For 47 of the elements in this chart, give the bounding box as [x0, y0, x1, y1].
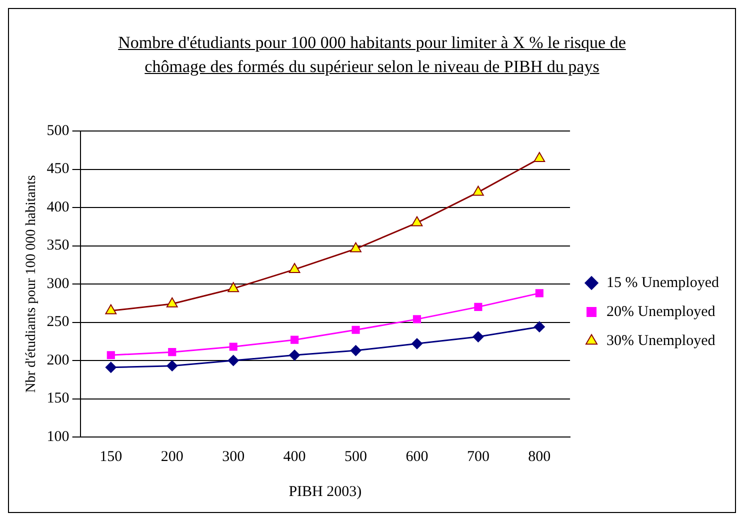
- point: [290, 336, 299, 344]
- x-tick-label: 200: [160, 448, 184, 465]
- legend-label: 30% Unemployed: [606, 332, 716, 349]
- point: [106, 351, 115, 360]
- legend-label: 20% Unemployed: [606, 304, 716, 320]
- point: [228, 355, 239, 366]
- chart-title: Nombre d'étudiants pour 100 000 habitants pour limiter à X % le risque de chômage des formés du supérieur selon le niveau de PIBH du pays: [117, 32, 627, 78]
- point: [534, 152, 546, 162]
- x-tick-label: 500: [344, 448, 368, 465]
- x-axis-title: PIBH 2003): [288, 484, 362, 500]
- y-tick-label: 450: [46, 161, 70, 178]
- point: [474, 302, 482, 311]
- y-tick-label: 200: [46, 352, 70, 368]
- point: [350, 345, 362, 356]
- point: [411, 338, 422, 350]
- point: [105, 362, 116, 373]
- y-tick-label: 300: [46, 276, 70, 292]
- point: [105, 304, 117, 314]
- y-tick-label: 100: [46, 428, 70, 445]
- point: [166, 360, 178, 372]
- point: [288, 262, 300, 273]
- point: [472, 186, 484, 196]
- point: [352, 326, 360, 334]
- point: [472, 331, 484, 342]
- y-tick-label: 250: [46, 314, 70, 330]
- point: [228, 282, 240, 292]
- x-tick-label: 300: [222, 448, 245, 465]
- point: [350, 242, 362, 252]
- x-tick-label: 700: [466, 448, 490, 465]
- x-tick-label: 600: [406, 448, 428, 465]
- x-tick-label: 150: [100, 448, 122, 465]
- x-tick-label: 400: [283, 448, 306, 465]
- point: [289, 350, 300, 361]
- y-axis-title: Nbr d'étudiants pour 100 000 habitants: [24, 175, 40, 393]
- point: [412, 315, 422, 324]
- legend-label: 15 % Unemployed: [606, 274, 720, 291]
- point: [166, 297, 178, 308]
- point: [168, 348, 176, 356]
- point: [534, 321, 545, 332]
- point: [535, 289, 544, 298]
- y-tick-label: 500: [46, 122, 70, 139]
- point: [411, 216, 423, 226]
- x-tick-label: 800: [528, 448, 551, 465]
- y-tick-label: 150: [46, 390, 70, 407]
- y-tick-label: 350: [46, 238, 70, 254]
- y-tick-label: 400: [46, 199, 70, 216]
- point: [229, 342, 238, 351]
